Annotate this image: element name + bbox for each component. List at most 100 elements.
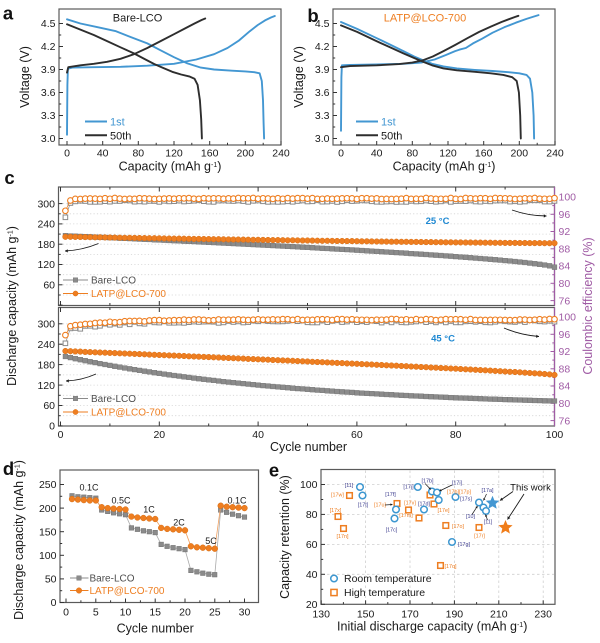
svg-text:10: 10 (120, 607, 132, 619)
svg-text:4.2: 4.2 (315, 41, 330, 53)
svg-text:0.1C: 0.1C (227, 496, 247, 506)
svg-text:0: 0 (49, 421, 55, 433)
svg-text:3.9: 3.9 (41, 64, 56, 76)
svg-text:[17i]: [17i] (452, 481, 463, 487)
svg-text:5: 5 (93, 607, 99, 619)
svg-text:Bare-LCO: Bare-LCO (90, 574, 135, 585)
svg-text:240: 240 (37, 219, 55, 231)
svg-text:120: 120 (439, 148, 457, 160)
svg-text:120: 120 (37, 259, 55, 271)
svg-text:Discharge capacity (mAh g-1): Discharge capacity (mAh g-1) (5, 226, 19, 386)
svg-text:160: 160 (201, 148, 219, 160)
svg-text:Capacity (mAh g-1): Capacity (mAh g-1) (393, 160, 496, 174)
svg-text:[17v]: [17v] (404, 501, 416, 507)
svg-text:[11]: [11] (345, 483, 354, 489)
svg-text:120: 120 (37, 380, 55, 392)
svg-text:100: 100 (39, 550, 57, 562)
svg-text:[17s]: [17s] (460, 497, 472, 503)
svg-text:LATP@LCO-700: LATP@LCO-700 (90, 586, 165, 597)
svg-text:50th: 50th (381, 130, 402, 142)
svg-text:LATP@LCO-700: LATP@LCO-700 (91, 289, 166, 300)
svg-text:LATP@LCO-700: LATP@LCO-700 (91, 408, 166, 419)
svg-text:Voltage (V): Voltage (V) (292, 46, 306, 108)
svg-text:[17x]: [17x] (330, 508, 342, 514)
svg-text:96: 96 (559, 209, 571, 221)
svg-text:80: 80 (450, 429, 462, 441)
svg-text:100: 100 (300, 479, 318, 491)
svg-text:50th: 50th (110, 130, 131, 142)
svg-text:40: 40 (371, 148, 383, 160)
svg-text:80: 80 (559, 278, 571, 290)
svg-text:20: 20 (153, 429, 165, 441)
svg-text:Capacity retention (%): Capacity retention (%) (278, 475, 292, 599)
svg-text:Bare-LCO: Bare-LCO (113, 13, 163, 25)
svg-text:200: 200 (237, 148, 255, 160)
svg-text:200: 200 (39, 503, 57, 515)
svg-text:[17g]: [17g] (458, 542, 470, 548)
svg-text:76: 76 (559, 415, 571, 427)
svg-text:20: 20 (306, 599, 318, 611)
svg-text:[17t]: [17t] (358, 503, 369, 509)
svg-text:150: 150 (357, 609, 375, 621)
svg-text:5C: 5C (205, 536, 217, 546)
svg-text:3.9: 3.9 (315, 64, 330, 76)
svg-text:300: 300 (37, 198, 55, 210)
svg-text:40: 40 (306, 569, 318, 581)
svg-text:Room temperature: Room temperature (344, 573, 432, 585)
svg-text:c: c (4, 167, 14, 188)
svg-text:60: 60 (43, 280, 55, 292)
svg-text:Bare-LCO: Bare-LCO (91, 394, 136, 405)
svg-text:240: 240 (272, 148, 290, 160)
svg-text:3.0: 3.0 (41, 133, 56, 145)
svg-text:4.2: 4.2 (41, 41, 56, 53)
svg-text:Bare-LCO: Bare-LCO (91, 276, 136, 287)
svg-text:40: 40 (252, 429, 264, 441)
svg-text:a: a (3, 3, 14, 24)
svg-text:[11]: [11] (484, 520, 493, 526)
svg-text:Voltage (V): Voltage (V) (18, 46, 32, 108)
svg-text:[17n]: [17n] (337, 534, 349, 540)
svg-text:b: b (307, 5, 318, 26)
svg-text:Capacity (mAh g-1): Capacity (mAh g-1) (119, 160, 222, 174)
svg-text:Cycle number: Cycle number (270, 440, 347, 454)
svg-text:25 °C: 25 °C (426, 216, 450, 227)
svg-text:4.5: 4.5 (315, 18, 330, 30)
svg-text:240: 240 (37, 339, 55, 351)
svg-text:200: 200 (511, 148, 529, 160)
svg-text:60: 60 (43, 400, 55, 412)
svg-text:2C: 2C (173, 518, 185, 528)
svg-text:[17c]: [17c] (386, 528, 398, 534)
svg-text:This work: This work (510, 483, 551, 494)
svg-text:84: 84 (559, 261, 571, 273)
svg-text:0.1C: 0.1C (79, 483, 99, 493)
svg-text:1st: 1st (110, 117, 125, 129)
svg-text:25: 25 (209, 607, 221, 619)
svg-text:190: 190 (446, 609, 464, 621)
svg-text:Initial discharge capacity (mA: Initial discharge capacity (mAh g-1) (337, 620, 527, 634)
svg-text:[17w]: [17w] (331, 493, 344, 499)
svg-text:Coulombic efficiency (%): Coulombic efficiency (%) (581, 237, 595, 374)
svg-text:4.5: 4.5 (41, 18, 56, 30)
svg-text:20: 20 (179, 607, 191, 619)
svg-text:3.3: 3.3 (315, 110, 330, 122)
svg-text:Discharge capacity (mAh g-1): Discharge capacity (mAh g-1) (12, 460, 26, 620)
svg-text:30: 30 (239, 607, 251, 619)
svg-text:240: 240 (546, 148, 564, 160)
svg-text:[17e]: [17e] (438, 508, 450, 514)
svg-text:3.6: 3.6 (41, 87, 56, 99)
svg-text:80: 80 (306, 509, 318, 521)
svg-text:0: 0 (51, 597, 57, 609)
svg-text:[10]: [10] (466, 514, 475, 520)
svg-text:50: 50 (45, 574, 57, 586)
svg-text:0.5C: 0.5C (111, 496, 131, 506)
svg-text:80: 80 (559, 398, 571, 410)
svg-text:130: 130 (312, 609, 330, 621)
svg-text:3.3: 3.3 (41, 110, 56, 122)
svg-text:210: 210 (490, 609, 508, 621)
svg-text:High temperature: High temperature (344, 587, 425, 599)
svg-text:[17f]: [17f] (385, 492, 396, 498)
svg-text:120: 120 (165, 148, 183, 160)
svg-text:1st: 1st (381, 117, 396, 129)
svg-text:230: 230 (534, 609, 552, 621)
svg-text:150: 150 (39, 526, 57, 538)
